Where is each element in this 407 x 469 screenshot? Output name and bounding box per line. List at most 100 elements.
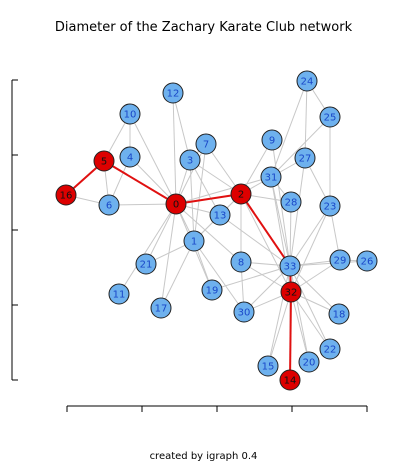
node-27: 27 (294, 147, 316, 169)
node-2: 2 (230, 183, 252, 205)
node-circle (261, 129, 283, 151)
node-label: 7 (203, 140, 209, 151)
node-circle (294, 147, 316, 169)
edge-20-32 (290, 291, 310, 363)
edge-24-31 (270, 80, 308, 178)
node-15: 15 (257, 355, 279, 377)
node-label: 3 (187, 156, 193, 167)
node-circle (230, 183, 252, 205)
node-label: 25 (324, 113, 337, 124)
node-circle (329, 249, 351, 271)
edge-1-7 (193, 143, 207, 242)
node-label: 0 (173, 200, 179, 211)
node-label: 17 (155, 304, 168, 315)
node-circle (119, 146, 141, 168)
node-label: 15 (262, 362, 275, 373)
edge-28-33 (289, 201, 292, 267)
edge-24-27 (304, 80, 308, 159)
edge-23-32 (290, 205, 331, 293)
node-label: 12 (167, 89, 180, 100)
y-axis (11, 79, 18, 381)
node-label: 4 (127, 153, 133, 164)
node-circle (162, 82, 184, 104)
node-circle (179, 149, 201, 171)
node-circle (260, 166, 282, 188)
node-label: 16 (60, 191, 73, 202)
node-circle (356, 250, 378, 272)
node-label: 6 (106, 201, 112, 212)
node-label: 20 (303, 358, 316, 369)
edge-31-33 (270, 176, 291, 267)
node-circle (165, 193, 187, 215)
edge-0-21 (145, 203, 177, 265)
node-circle (93, 150, 115, 172)
node-circle (135, 253, 157, 275)
edge-22-32 (290, 291, 331, 350)
edge-2-32 (240, 193, 292, 293)
edge-15-33 (267, 265, 291, 367)
node-14: 14 (279, 369, 301, 391)
node-label: 21 (140, 260, 153, 271)
edge-0-8 (175, 203, 242, 263)
node-label: 28 (285, 198, 298, 209)
node-circle (195, 133, 217, 155)
node-circle (209, 204, 231, 226)
node-label: 13 (214, 211, 227, 222)
node-9: 9 (261, 129, 283, 151)
edge-1-17 (160, 240, 195, 309)
node-6: 6 (98, 194, 120, 216)
node-circle (280, 281, 302, 303)
node-circle (319, 338, 341, 360)
node-5: 5 (93, 150, 115, 172)
node-circle (328, 303, 350, 325)
node-circle (279, 255, 301, 277)
node-7: 7 (195, 133, 217, 155)
node-18: 18 (328, 303, 350, 325)
edge-19-33 (211, 265, 291, 291)
edge-23-33 (289, 205, 331, 267)
node-circle (280, 191, 302, 213)
node-label: 2 (238, 190, 244, 201)
node-13: 13 (209, 204, 231, 226)
node-17: 17 (150, 297, 172, 319)
node-32: 32 (280, 281, 302, 303)
x-axis (66, 405, 368, 412)
node-label: 19 (206, 286, 219, 297)
node-28: 28 (280, 191, 302, 213)
node-24: 24 (296, 70, 318, 92)
node-8: 8 (230, 251, 252, 273)
node-circle (183, 230, 205, 252)
node-label: 27 (299, 154, 312, 165)
edge-18-33 (289, 265, 340, 315)
node-30: 30 (233, 301, 255, 323)
node-label: 14 (284, 376, 297, 387)
node-31: 31 (260, 166, 282, 188)
node-label: 26 (361, 257, 374, 268)
node-circle (233, 301, 255, 323)
node-label: 24 (301, 77, 314, 88)
edge-0-11 (118, 203, 177, 295)
node-circle (296, 70, 318, 92)
diameter-edge-32-14 (289, 291, 292, 381)
edges-layer (65, 80, 368, 381)
edge-30-33 (243, 265, 291, 313)
node-3: 3 (179, 149, 201, 171)
node-circle (230, 251, 252, 273)
edge-0-10 (129, 113, 177, 205)
node-11: 11 (108, 283, 130, 305)
node-circle (319, 106, 341, 128)
node-25: 25 (319, 106, 341, 128)
edge-15-32 (267, 291, 292, 367)
node-label: 11 (113, 290, 126, 301)
node-16: 16 (55, 184, 77, 206)
diameter-path-layer (65, 160, 292, 381)
node-circle (298, 351, 320, 373)
node-23: 23 (319, 195, 341, 217)
node-label: 29 (334, 256, 347, 267)
edge-0-6 (108, 203, 177, 206)
nodes-layer: 0123456789101112131415161719202122232425… (55, 70, 378, 391)
node-circle (150, 297, 172, 319)
node-21: 21 (135, 253, 157, 275)
node-label: 8 (238, 258, 244, 269)
node-1: 1 (183, 230, 205, 252)
